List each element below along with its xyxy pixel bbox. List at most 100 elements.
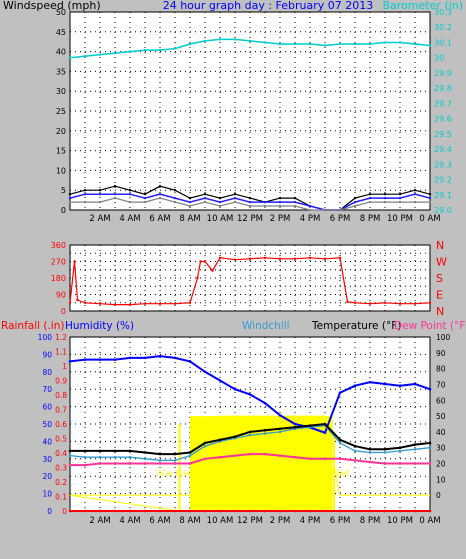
top-x-tick-label: 8 AM	[179, 214, 200, 224]
rainfall-tick-label: 0.7	[55, 406, 67, 415]
solar-band	[190, 416, 333, 511]
direction-compass-label: E	[436, 289, 443, 302]
humidity-tick-label: 80	[42, 368, 52, 377]
rainfall-point	[83, 509, 87, 513]
barometer-tick-label: 29.6	[434, 115, 452, 124]
temperature-tick-label: 0	[436, 491, 441, 500]
gust-point	[158, 192, 162, 196]
humidity-tick-label: 20	[42, 472, 52, 481]
temperature-point	[263, 429, 267, 432]
wind-direction-point	[113, 303, 117, 306]
barometer-point	[308, 42, 312, 46]
wind-direction-point	[413, 302, 417, 305]
average-point	[383, 200, 387, 204]
dewpoint-point	[368, 460, 372, 464]
gust-point	[263, 200, 267, 204]
barometer-tick-label: 29.5	[434, 130, 452, 139]
gust-point	[68, 196, 72, 200]
windspeed-point	[143, 192, 147, 196]
barometer-tick-label: 29.0	[434, 206, 452, 215]
temperature-point	[173, 452, 177, 456]
barometer-point	[83, 54, 87, 58]
gust-point	[218, 200, 222, 204]
average-point	[293, 204, 297, 208]
barometer-tick-label: 29.2	[434, 176, 452, 185]
top-x-tick-label: 6 AM	[149, 214, 170, 224]
windspeed-tick-label: 10	[56, 166, 66, 175]
temperature-tick-label: 90	[436, 349, 446, 358]
wind-direction-point	[199, 260, 202, 263]
humidity-point	[173, 356, 177, 360]
dewpoint-point	[413, 462, 417, 465]
gust-point	[383, 196, 387, 200]
windchill-point	[398, 449, 402, 453]
rainfall-point	[428, 509, 432, 513]
windspeed-point	[188, 196, 192, 200]
direction-tick-label: 0	[61, 307, 66, 316]
temperature-tick-label: 10	[436, 475, 446, 484]
rainfall-tick-label: 1.1	[55, 348, 67, 357]
bottom-x-tick-label: 2 AM	[89, 516, 110, 526]
humidity-axis-label: Humidity (%)	[65, 320, 134, 332]
barometer-tick-label: 29.7	[434, 99, 452, 108]
windspeed-point	[398, 192, 402, 196]
windchill-point	[143, 457, 147, 461]
dewpoint-point	[188, 462, 192, 465]
windspeed-point	[128, 189, 132, 192]
average-point	[203, 200, 207, 204]
windspeed-point	[278, 196, 282, 200]
rainfall-axis-label: Rainfall (.in)	[1, 320, 64, 332]
barometer-point	[323, 44, 327, 47]
barometer-point	[428, 44, 432, 47]
barometer-point	[263, 41, 267, 44]
humidity-point	[203, 370, 207, 374]
wind-direction-point	[398, 302, 402, 305]
humidity-point	[98, 358, 102, 361]
wind-direction-point	[218, 256, 222, 260]
top-x-tick-label: 0 AM	[419, 214, 440, 224]
gust-point	[293, 200, 297, 204]
bottom-x-tick-label: 10 AM	[207, 516, 234, 526]
dewpoint-point	[323, 457, 327, 461]
humidity-point	[188, 360, 192, 363]
windspeed-point	[413, 189, 417, 192]
gust-point	[278, 200, 282, 204]
gust-point	[248, 200, 252, 204]
dewpoint-axis-label: Dew Point (°F)	[394, 320, 466, 332]
rainfall-tick-label: 0.1	[55, 493, 67, 502]
humidity-tick-label: 10	[42, 490, 52, 499]
temperature-humidity-panel: 010203040506070809010000.10.20.30.40.50.…	[38, 333, 451, 526]
rainfall-tick-label: 0.6	[55, 420, 67, 429]
bottom-x-tick-label: 6 AM	[149, 516, 170, 526]
humidity-point	[383, 382, 387, 386]
average-point	[338, 208, 342, 212]
bottom-x-tick-label: 10 PM	[387, 516, 413, 526]
rainfall-point	[113, 509, 117, 513]
average-point	[83, 200, 87, 204]
windspeed-axis-label: Windspeed (mph)	[3, 0, 101, 12]
temperature-point	[98, 449, 102, 453]
temperature-tick-label: 100	[436, 333, 451, 342]
average-point	[368, 200, 372, 204]
gust-point	[203, 196, 207, 200]
dewpoint-point	[98, 462, 102, 465]
windspeed-point	[383, 192, 387, 196]
rainfall-point	[353, 509, 357, 513]
temperature-point	[188, 451, 192, 454]
average-point	[248, 204, 252, 208]
average-point	[413, 200, 417, 204]
gust-point	[98, 192, 102, 196]
top-x-tick-label: 10 PM	[387, 214, 413, 224]
temperature-point	[293, 425, 297, 429]
barometer-point	[383, 41, 387, 44]
top-x-tick-label: 10 AM	[207, 214, 234, 224]
dewpoint-point	[203, 457, 207, 461]
dewpoint-point	[173, 462, 177, 465]
top-x-tick-label: 2 PM	[270, 214, 291, 224]
wind-direction-point	[173, 302, 177, 305]
windspeed-point	[233, 192, 237, 196]
direction-compass-label: S	[436, 272, 443, 285]
temperature-point	[158, 452, 162, 456]
barometer-tick-label: 30	[434, 54, 444, 63]
humidity-tick-label: 90	[42, 350, 52, 359]
